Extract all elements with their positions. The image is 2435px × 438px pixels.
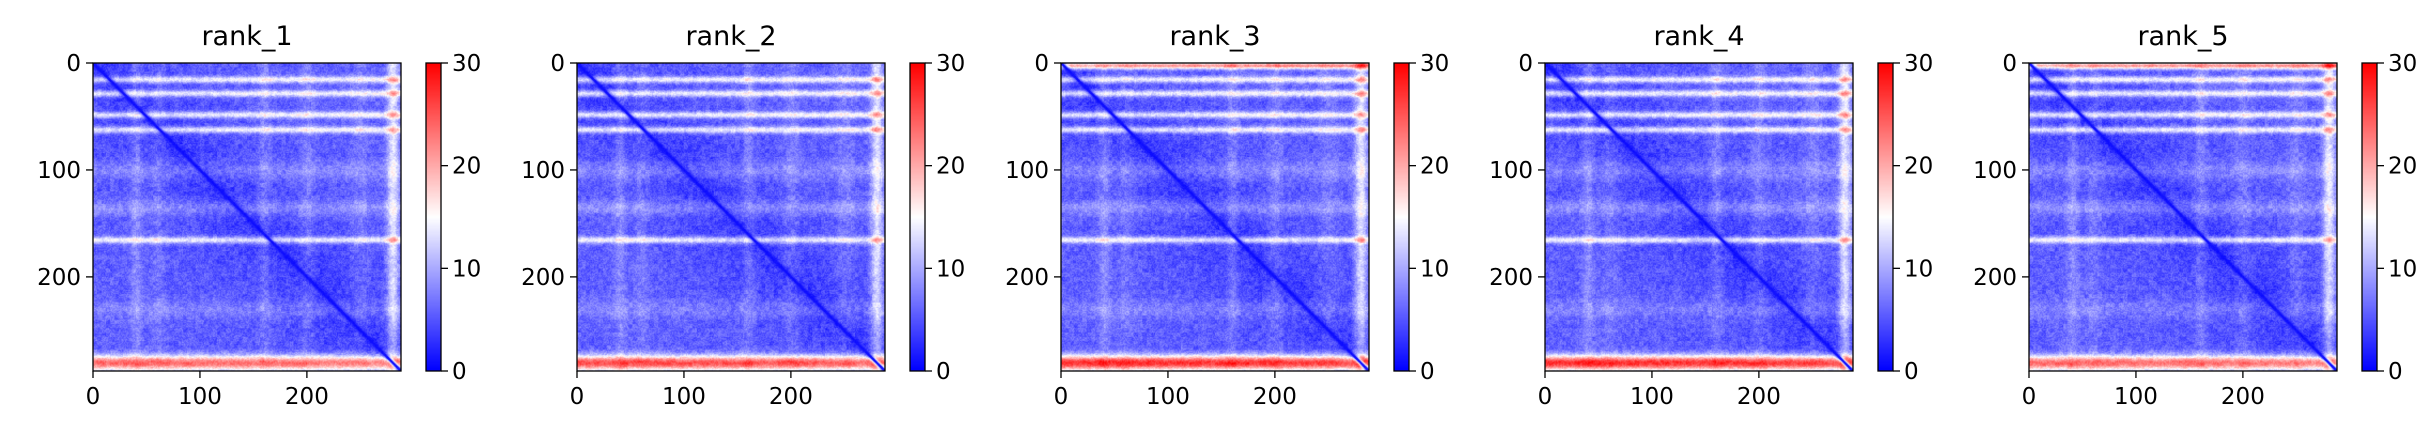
y-tick-label: 100 bbox=[1973, 158, 2017, 184]
colorbar-tick-label: 20 bbox=[1904, 154, 1933, 180]
x-tick-label: 0 bbox=[1538, 384, 1553, 410]
colorbar-gradient bbox=[1878, 63, 1893, 371]
colorbar-frame bbox=[2361, 62, 2378, 372]
y-tick-label: 0 bbox=[1034, 51, 1049, 77]
x-tick-label: 200 bbox=[285, 384, 329, 410]
colorbar-tick-label: 10 bbox=[452, 256, 481, 282]
colorbar-tick-label: 0 bbox=[452, 359, 467, 385]
colorbar-tick-label: 30 bbox=[1420, 51, 1449, 77]
y-tick-label: 100 bbox=[1489, 158, 1533, 184]
panel-title: rank_1 bbox=[201, 21, 292, 52]
colorbar-tick-label: 10 bbox=[1420, 256, 1449, 282]
heatmap-image bbox=[577, 63, 885, 371]
colorbar-gradient bbox=[426, 63, 441, 371]
y-tick-label: 0 bbox=[550, 51, 565, 77]
x-tick-label: 0 bbox=[2022, 384, 2037, 410]
x-tick-label: 200 bbox=[2221, 384, 2265, 410]
axes-frame bbox=[1544, 62, 1854, 372]
colorbar-tick-label: 0 bbox=[1420, 359, 1435, 385]
colorbar-tick-label: 20 bbox=[936, 154, 965, 180]
x-tick-label: 100 bbox=[1146, 384, 1190, 410]
colorbar-tick-label: 20 bbox=[452, 154, 481, 180]
colorbar-tick-label: 0 bbox=[936, 359, 951, 385]
colorbar-gradient bbox=[910, 63, 925, 371]
axes-frame bbox=[576, 62, 886, 372]
y-tick-label: 200 bbox=[37, 265, 81, 291]
x-tick-label: 200 bbox=[1737, 384, 1781, 410]
y-tick-label: 200 bbox=[1005, 265, 1049, 291]
colorbar-tick-label: 10 bbox=[936, 256, 965, 282]
colorbar-tick-label: 30 bbox=[1904, 51, 1933, 77]
colorbar-tick-label: 0 bbox=[1904, 359, 1919, 385]
y-tick-label: 100 bbox=[1005, 158, 1049, 184]
colorbar-tick-label: 0 bbox=[2388, 359, 2403, 385]
axes-frame bbox=[2028, 62, 2338, 372]
x-tick-label: 0 bbox=[86, 384, 101, 410]
x-tick-label: 100 bbox=[2114, 384, 2158, 410]
y-tick-label: 200 bbox=[1973, 265, 2017, 291]
x-tick-label: 200 bbox=[769, 384, 813, 410]
panel-3: rank_3 0 100 200 0 100 200 0 10 20 30 bbox=[1005, 21, 1449, 410]
x-tick-label: 0 bbox=[570, 384, 585, 410]
y-tick-label: 100 bbox=[521, 158, 565, 184]
colorbar-tick-label: 20 bbox=[2388, 154, 2417, 180]
panel-4: rank_4 0 100 200 0 100 200 0 10 20 30 bbox=[1489, 21, 1933, 410]
panel-5: rank_5 0 100 200 0 100 200 0 10 20 30 bbox=[1973, 21, 2417, 410]
panel-2: rank_2 0 100 200 0 100 200 0 10 20 30 bbox=[521, 21, 965, 410]
x-tick-label: 100 bbox=[662, 384, 706, 410]
panel-1: rank_1 0 100 200 0 100 200 0 10 20 30 bbox=[37, 21, 481, 410]
colorbar-gradient bbox=[2362, 63, 2377, 371]
colorbar-tick-label: 10 bbox=[1904, 256, 1933, 282]
panel-title: rank_5 bbox=[2137, 21, 2228, 52]
heatmap-image bbox=[1545, 63, 1853, 371]
colorbar-frame bbox=[425, 62, 442, 372]
y-tick-label: 200 bbox=[521, 265, 565, 291]
axes-frame bbox=[1060, 62, 1370, 372]
colorbar-frame bbox=[909, 62, 926, 372]
colorbar-gradient bbox=[1394, 63, 1409, 371]
heatmap-image bbox=[1061, 63, 1369, 371]
heatmap-image bbox=[93, 63, 401, 371]
colorbar-tick-label: 20 bbox=[1420, 154, 1449, 180]
colorbar-tick-label: 30 bbox=[936, 51, 965, 77]
y-tick-label: 100 bbox=[37, 158, 81, 184]
panel-title: rank_3 bbox=[1169, 21, 1260, 52]
colorbar-frame bbox=[1393, 62, 1410, 372]
y-tick-label: 0 bbox=[1518, 51, 1533, 77]
panel-title: rank_4 bbox=[1653, 21, 1744, 52]
colorbar-tick-label: 30 bbox=[2388, 51, 2417, 77]
x-tick-label: 0 bbox=[1054, 384, 1069, 410]
x-tick-label: 200 bbox=[1253, 384, 1297, 410]
x-tick-label: 100 bbox=[1630, 384, 1674, 410]
colorbar-tick-label: 10 bbox=[2388, 256, 2417, 282]
y-tick-label: 0 bbox=[2002, 51, 2017, 77]
axes-frame bbox=[92, 62, 402, 372]
panel-title: rank_2 bbox=[685, 21, 776, 52]
colorbar-tick-label: 30 bbox=[452, 51, 481, 77]
x-tick-label: 100 bbox=[178, 384, 222, 410]
y-tick-label: 200 bbox=[1489, 265, 1533, 291]
colorbar-frame bbox=[1877, 62, 1894, 372]
y-tick-label: 0 bbox=[66, 51, 81, 77]
heatmap-image bbox=[2029, 63, 2337, 371]
